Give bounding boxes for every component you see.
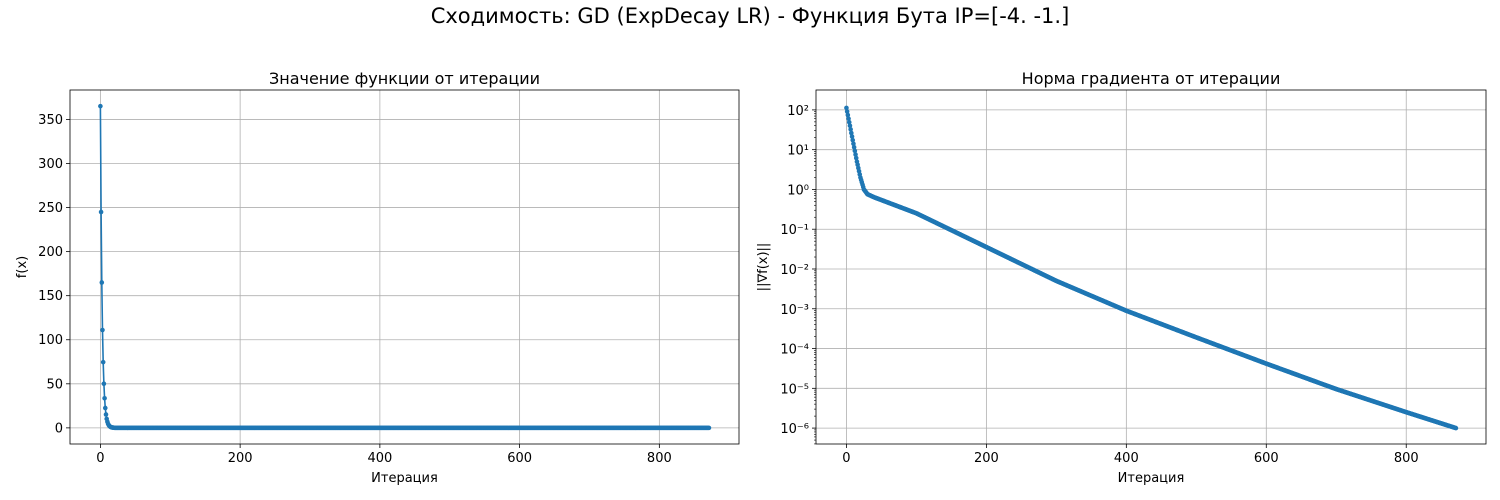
right-x-tick-label: 600: [1254, 451, 1279, 466]
right-data-point: [847, 123, 853, 129]
left-series-function-value: [98, 103, 712, 431]
left-y-tick-label: 150: [38, 289, 63, 304]
left-x-axis-label: Итерация: [371, 471, 438, 486]
left-y-tick-label: 100: [38, 333, 63, 348]
right-data-point: [849, 134, 855, 139]
right-series-gradient-norm: [844, 105, 1459, 431]
right-y-tick-label: 10⁰: [787, 183, 809, 198]
right-data-point: [853, 155, 859, 161]
left-x-ticks: 0 200 400 600 800: [96, 444, 672, 466]
right-y-tick-label: 10⁻⁶: [780, 422, 809, 437]
left-grid: [70, 90, 739, 444]
right-plot-title: Норма градиента от итерации: [1022, 69, 1281, 88]
right-data-point: [851, 141, 856, 146]
right-y-axis-label: ||∇f(x)||: [756, 243, 771, 292]
right-x-axis-label: Итерация: [1118, 471, 1185, 486]
right-x-tick-label: 400: [1114, 451, 1139, 466]
right-data-point: [848, 127, 853, 132]
left-x-tick-label: 0: [96, 451, 104, 466]
right-y-tick-label: 10⁻³: [780, 303, 809, 318]
right-y-tick-label: 10²: [787, 104, 809, 119]
left-data-point: [100, 359, 106, 365]
right-y-tick-label: 10¹: [787, 144, 809, 159]
right-data-point: [846, 119, 852, 125]
left-x-tick-label: 200: [228, 451, 253, 466]
right-data-point: [844, 105, 849, 111]
left-axes-frame: [69, 89, 740, 445]
left-x-tick-label: 600: [507, 451, 532, 466]
right-data-point: [1453, 425, 1459, 431]
left-y-ticks: 0 50 100 150 200 250 300 350: [38, 113, 70, 436]
right-y-tick-label: 10⁻¹: [780, 223, 809, 238]
left-data-point: [102, 395, 107, 401]
right-x-ticks: 0 200 400 600 800: [842, 444, 1419, 466]
function-value-plot: 0 200 400 600 800 0 50 100 150 200 250 300 350 Знач…: [15, 69, 740, 486]
left-data-point: [98, 209, 104, 215]
right-data-point: [852, 148, 858, 154]
left-y-tick-label: 250: [38, 201, 63, 216]
right-y-tick-label: 10⁻²: [780, 263, 809, 278]
left-y-tick-label: 50: [46, 377, 63, 392]
right-data-point: [851, 144, 857, 150]
left-x-tick-label: 800: [647, 451, 672, 466]
left-plot-area: [70, 90, 739, 444]
left-y-axis-label: f(x): [15, 256, 30, 278]
gradient-norm-plot: 0 200 400 600 800 10²10¹10⁰10⁻¹10⁻²10⁻³10⁻⁴1…: [756, 69, 1487, 486]
right-x-tick-label: 800: [1394, 451, 1419, 466]
left-plot-title: Значение функции от итерации: [269, 69, 540, 88]
right-data-point: [853, 152, 858, 157]
left-data-point: [103, 412, 109, 417]
right-y-ticks: 10² 10¹ 10⁰ 10⁻¹ 10⁻² 10⁻³ 10⁻⁴ 10⁻⁵ 10⁻⁶: [780, 104, 816, 445]
left-x-tick-label: 400: [367, 451, 392, 466]
left-data-point: [102, 405, 108, 411]
right-data-point: [845, 112, 851, 118]
right-axes-frame: [815, 89, 1487, 445]
right-data-point: [844, 109, 850, 114]
left-data-point: [706, 425, 712, 431]
right-y-tick-label: 10⁻⁴: [780, 343, 809, 358]
right-grid: [816, 90, 1486, 444]
left-y-tick-label: 300: [38, 157, 63, 172]
right-data-point: [846, 116, 851, 121]
right-data-point: [850, 137, 856, 143]
right-plot-area: [816, 90, 1486, 444]
left-y-tick-label: 0: [55, 421, 63, 436]
left-y-tick-label: 350: [38, 113, 63, 128]
right-data-point: [849, 130, 854, 136]
right-x-tick-label: 0: [842, 451, 850, 466]
right-x-tick-label: 200: [974, 451, 999, 466]
left-data-point: [100, 327, 105, 333]
figure-suptitle: Сходимость: GD (ExpDecay LR) - Функция Б…: [430, 4, 1070, 28]
right-y-tick-label: 10⁻⁵: [780, 382, 809, 397]
left-data-point: [99, 280, 105, 285]
left-data-point: [101, 381, 107, 387]
left-y-tick-label: 200: [38, 245, 63, 260]
left-data-point: [98, 103, 103, 109]
